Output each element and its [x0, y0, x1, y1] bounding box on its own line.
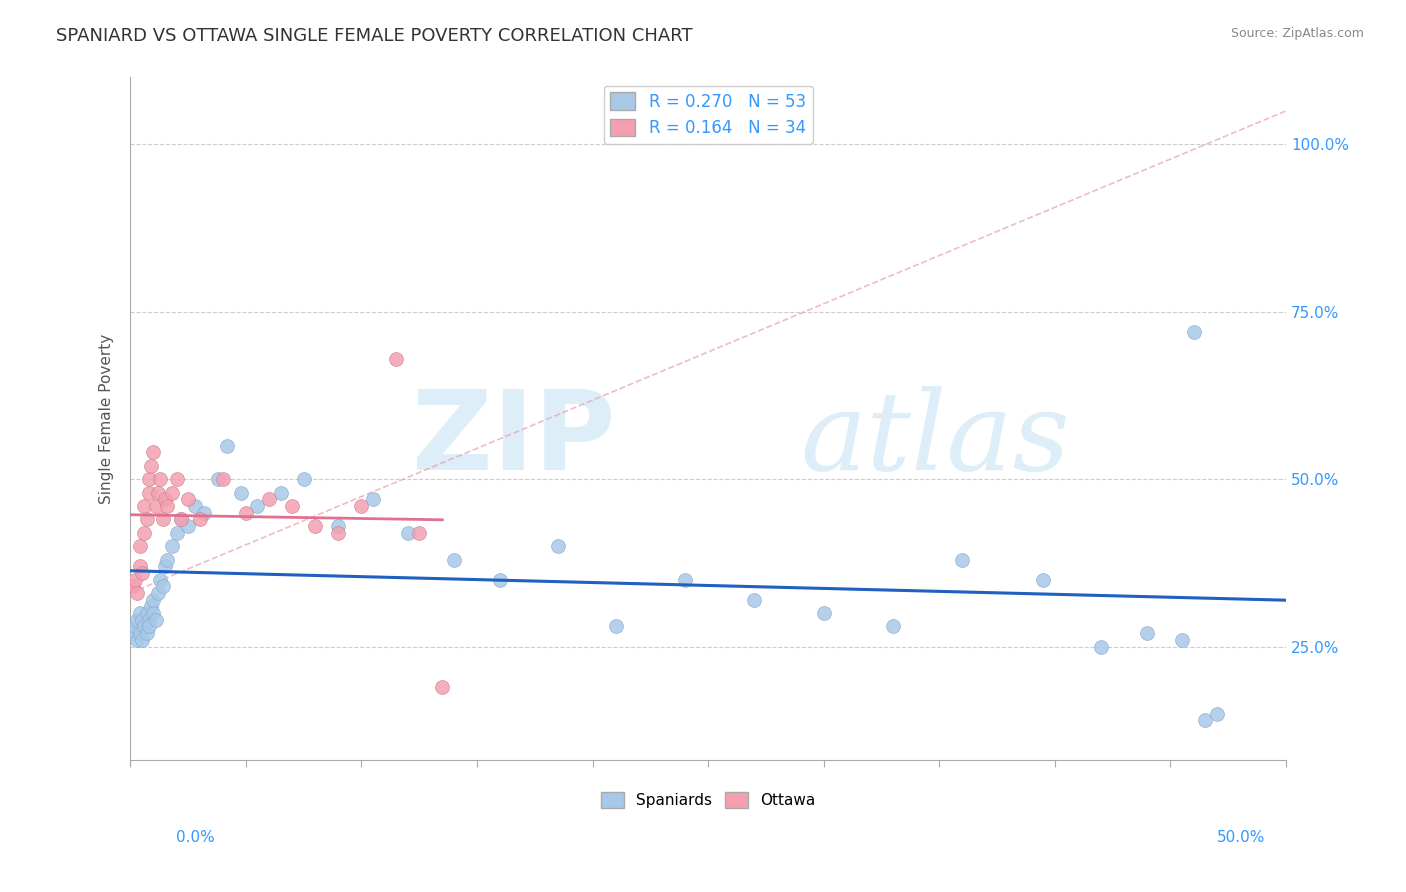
Point [257, 492, 280, 507]
Point [146, 485, 169, 500]
Point [673, 573, 696, 587]
Point [207, 472, 229, 486]
Point [127, 632, 149, 647]
Point [134, 499, 156, 513]
Point [149, 472, 172, 486]
Point [124, 619, 146, 633]
Point [188, 512, 211, 526]
Point [121, 579, 143, 593]
Point [211, 472, 233, 486]
Point [139, 458, 162, 473]
Point [139, 599, 162, 614]
Point [145, 499, 167, 513]
Point [160, 539, 183, 553]
Text: 0.0%: 0.0% [176, 830, 215, 845]
Point [153, 492, 176, 507]
Point [1182, 325, 1205, 339]
Text: 50.0%: 50.0% [1218, 830, 1265, 845]
Point [1171, 632, 1194, 647]
Point [127, 586, 149, 600]
Point [160, 485, 183, 500]
Point [489, 573, 512, 587]
Point [361, 492, 384, 507]
Point [1205, 706, 1227, 721]
Point [235, 506, 257, 520]
Point [134, 619, 156, 633]
Point [145, 613, 167, 627]
Point [128, 539, 150, 553]
Point [121, 626, 143, 640]
Point [177, 519, 200, 533]
Point [166, 525, 188, 540]
Point [443, 552, 465, 566]
Y-axis label: Single Female Poverty: Single Female Poverty [100, 334, 114, 504]
Point [813, 606, 835, 620]
Point [128, 606, 150, 620]
Point [135, 606, 157, 620]
Point [166, 472, 188, 486]
Point [1136, 626, 1159, 640]
Point [1090, 640, 1112, 654]
Point [605, 619, 627, 633]
Point [127, 613, 149, 627]
Point [156, 552, 179, 566]
Point [1194, 713, 1216, 727]
Point [138, 613, 160, 627]
Point [142, 592, 165, 607]
Point [177, 492, 200, 507]
Point [134, 525, 156, 540]
Point [131, 613, 153, 627]
Point [408, 525, 430, 540]
Point [950, 552, 973, 566]
Text: Source: ZipAtlas.com: Source: ZipAtlas.com [1230, 27, 1364, 40]
Point [744, 592, 766, 607]
Point [135, 626, 157, 640]
Point [304, 519, 326, 533]
Point [281, 499, 304, 513]
Point [350, 499, 373, 513]
Point [193, 506, 215, 520]
Point [547, 539, 569, 553]
Point [432, 680, 454, 694]
Point [385, 351, 408, 366]
Point [135, 512, 157, 526]
Point [153, 559, 176, 574]
Point [152, 579, 174, 593]
Point [396, 525, 419, 540]
Point [142, 445, 165, 459]
Point [131, 632, 153, 647]
Point [270, 485, 292, 500]
Point [882, 619, 904, 633]
Point [149, 573, 172, 587]
Point [246, 499, 269, 513]
Text: ZIP: ZIP [412, 386, 616, 493]
Text: atlas: atlas [800, 385, 1070, 493]
Point [170, 512, 193, 526]
Point [292, 472, 315, 486]
Text: SPANIARD VS OTTAWA SINGLE FEMALE POVERTY CORRELATION CHART: SPANIARD VS OTTAWA SINGLE FEMALE POVERTY… [56, 27, 693, 45]
Point [328, 525, 350, 540]
Point [1032, 573, 1054, 587]
Point [156, 499, 179, 513]
Point [231, 485, 253, 500]
Point [170, 512, 193, 526]
Point [142, 606, 165, 620]
Point [131, 566, 153, 580]
Point [146, 586, 169, 600]
Point [124, 573, 146, 587]
Point [138, 472, 160, 486]
Point [138, 485, 160, 500]
Point [128, 626, 150, 640]
Point [152, 512, 174, 526]
Point [138, 619, 160, 633]
Legend: Spaniards, Ottawa: Spaniards, Ottawa [595, 786, 821, 814]
Point [217, 439, 239, 453]
Point [184, 499, 207, 513]
Point [128, 559, 150, 574]
Point [328, 519, 350, 533]
